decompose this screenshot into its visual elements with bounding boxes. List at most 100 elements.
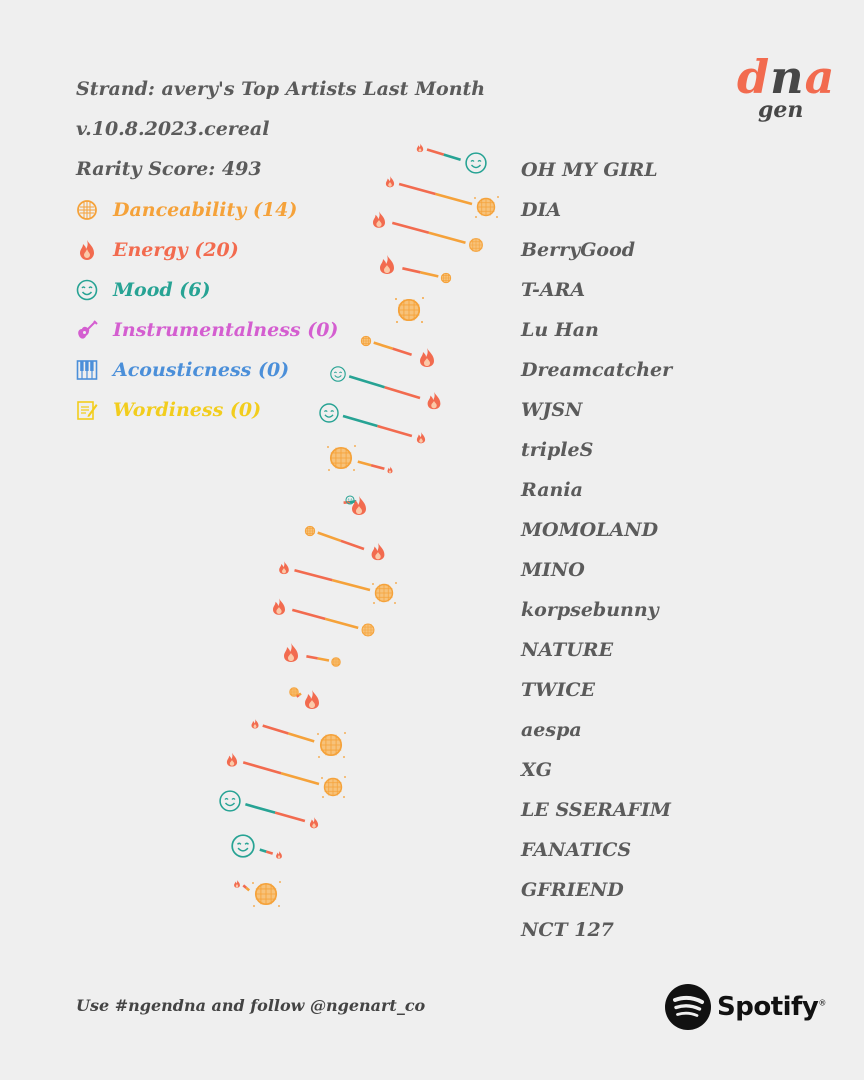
strand-bar-right [443,153,461,161]
artist-name: WJSN [521,399,583,421]
fire-icon [352,496,366,515]
disco-ball-icon [469,238,483,252]
strand-bar-right [377,424,413,438]
strand-bar-left [398,182,436,196]
strand-bar-left [242,884,248,889]
legend-danceability: Danceability (14) [76,198,297,222]
strand-bar-right [245,886,251,892]
fire-icon [234,879,240,888]
smiling-face-icon [319,403,339,423]
smiling-face-icon [219,790,241,812]
artist-name: FANATICS [521,839,632,861]
disco-ball-icon [331,657,341,667]
artist-name: XG [521,759,552,781]
legend-label: Energy (20) [113,239,239,261]
artist-name: Dreamcatcher [521,359,673,381]
strand-bar-right [280,771,320,786]
disco-ball-icon [474,196,499,218]
fire-icon [273,598,285,615]
strand-bar-left [426,148,445,156]
fire-icon [279,561,289,575]
version-label: v.10.8.2023.cereal [76,118,270,140]
smiling-face-icon [76,279,98,301]
strand-bar-right [420,271,439,278]
legend-energy: Energy (20) [76,238,239,262]
strand-bar-left [402,267,421,274]
fire-icon [416,432,426,444]
strand-bar-right [295,694,300,698]
strand-bar-right [288,732,315,743]
fire-icon [284,643,298,662]
gen-logo-text: gen [758,97,804,123]
strand-title: Strand: avery's Top Artists Last Month [76,78,486,100]
fire-icon [226,752,238,767]
legend-acousticness: Acousticness (0) [76,358,289,382]
strand-bar-right [340,539,365,551]
strand-bar-left [242,761,282,775]
artist-name: OH MY GIRL [521,159,658,181]
strand-bar-left [262,724,289,735]
rarity-score: Rarity Score: 493 [76,158,262,180]
strand-bar-left [298,692,302,697]
disco-ball-icon [327,445,356,471]
guitar-icon [78,320,98,339]
strand-bar-left [259,848,267,853]
legend-wordiness: Wordiness (0) [76,398,261,422]
artist-name: NATURE [521,639,614,661]
artist-name: LE SSERAFIM [521,799,671,821]
disco-ball-icon [321,776,346,798]
memo-icon [77,401,98,420]
legend-instrumentalness: Instrumentalness (0) [76,318,338,342]
strand-bar-right [435,192,473,206]
strand-bar-left [342,414,378,428]
fire-icon [305,690,319,709]
legend-label: Acousticness (0) [113,359,290,381]
strand-bar-left [306,655,318,660]
legend-mood: Mood (6) [76,278,210,302]
legend-label: Danceability (14) [113,199,298,221]
strand-bar-left [348,375,385,389]
smiling-face-icon [330,366,346,382]
fire-icon [309,817,319,829]
artist-name: DIA [521,199,562,221]
disco-ball-icon [252,881,281,907]
fire-icon [371,542,385,561]
strand-bar-right [317,657,330,662]
disco-ball-icon [372,582,397,604]
strand-bar-right [370,463,385,471]
fire-icon [387,466,393,474]
spotify-logo[interactable]: Spotify® [665,984,826,1030]
artist-name: NCT 127 [521,919,614,941]
fire-icon [420,348,434,367]
smiling-face-icon [231,834,255,858]
fire-icon [251,719,259,729]
disco-ball-icon [289,687,299,697]
strand-bar-left [317,531,342,543]
strand-bar-left [373,341,394,350]
legend-label: Wordiness (0) [113,399,262,421]
artist-name: BerryGood [521,239,636,261]
strand-bar-left [391,221,430,235]
dna-gen-logo: dna [737,50,836,104]
strand-bar-left [245,803,276,814]
smiling-face-icon [465,152,487,174]
artist-name: MINO [521,559,585,581]
strand-bar-right [428,231,466,245]
artist-name: GFRIEND [521,879,624,901]
disco-ball-icon [395,297,424,323]
strand-bar-right [392,347,412,356]
strand-bar-left [294,568,333,582]
spotify-wordmark: Spotify® [717,992,826,1022]
artist-name: TWICE [521,679,595,701]
artist-name: aespa [521,719,582,741]
fire-icon [276,850,282,859]
spotify-logo-icon [665,984,711,1030]
fire-icon [80,240,94,260]
disco-ball-icon [317,732,346,758]
strand-bar-right [274,811,306,823]
artist-name: Lu Han [521,319,599,341]
disco-ball-icon [440,272,452,284]
fire-icon [385,176,395,188]
legend-label: Instrumentalness (0) [113,319,339,341]
fire-icon [373,211,385,228]
